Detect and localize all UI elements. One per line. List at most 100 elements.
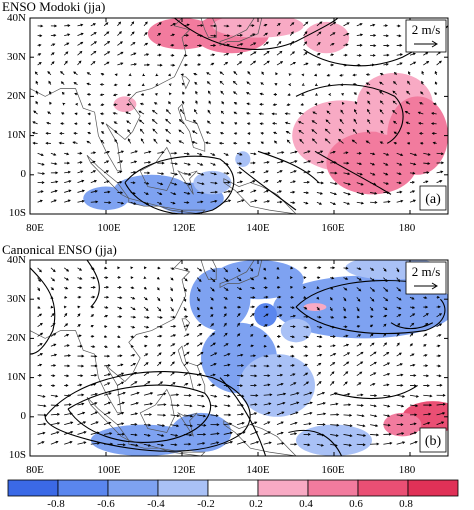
wind-vector-head xyxy=(253,60,257,64)
coastline xyxy=(30,260,191,414)
wind-vector xyxy=(290,422,298,426)
wind-vector xyxy=(157,172,164,175)
wind-vector-head xyxy=(254,199,258,203)
wind-vector-head xyxy=(311,138,315,142)
wind-vector xyxy=(396,296,402,301)
wind-vector-head xyxy=(281,442,285,445)
wind-vector-head xyxy=(160,381,164,385)
wind-vector-head xyxy=(134,150,138,154)
wind-vector xyxy=(343,434,352,437)
wind-vector-head xyxy=(318,362,322,366)
wind-vector-head xyxy=(147,381,151,384)
wind-vector xyxy=(90,421,99,426)
wind-vector-head xyxy=(358,334,362,337)
wind-vector-head xyxy=(332,32,336,35)
panel-tag-box xyxy=(419,185,447,211)
wind-vector xyxy=(316,381,322,386)
wind-vector-head xyxy=(367,118,370,122)
wind-vector-head xyxy=(53,364,57,367)
colorbar-swatch xyxy=(7,479,59,497)
wind-vector-head xyxy=(239,287,243,290)
wind-vector-head xyxy=(146,325,150,329)
wind-vector xyxy=(316,413,326,416)
wind-vector-head xyxy=(228,413,232,417)
wind-vector-head xyxy=(132,353,136,357)
wind-vector-head xyxy=(399,53,403,56)
wind-vector xyxy=(316,21,322,27)
wind-vector xyxy=(250,441,259,445)
colorbar-swatch xyxy=(257,479,309,497)
wind-vector-head xyxy=(40,24,44,28)
wind-vector-head xyxy=(224,297,228,300)
wind-vector-head xyxy=(183,308,187,312)
wind-vector-head xyxy=(423,344,427,347)
wind-vector-head xyxy=(132,325,136,329)
wind-vector-head xyxy=(273,93,277,96)
wind-vector xyxy=(330,353,336,357)
wind-vector xyxy=(276,393,286,396)
wind-vector xyxy=(130,381,137,386)
wind-vector-head xyxy=(92,285,96,289)
wind-vector xyxy=(50,343,56,347)
wind-vector-head xyxy=(293,61,296,65)
wind-vector-head xyxy=(155,73,159,77)
wind-vector-head xyxy=(399,62,403,66)
wind-vector-head xyxy=(317,42,321,45)
wind-vector-head xyxy=(363,434,367,437)
wind-vector-head xyxy=(319,21,323,25)
wind-vector-head xyxy=(65,384,69,387)
wind-vector-head xyxy=(199,362,203,365)
wind-vector xyxy=(157,424,165,427)
wind-vector-head xyxy=(94,411,98,415)
wind-vector xyxy=(197,442,205,445)
wind-vector-head xyxy=(278,41,282,44)
wind-vector xyxy=(396,152,403,156)
wind-vector xyxy=(303,402,313,406)
wind-vector-head xyxy=(106,61,110,65)
wind-vector-head xyxy=(70,421,74,425)
wind-vector-head xyxy=(133,52,137,56)
wind-vector xyxy=(276,432,284,435)
wind-vector-head xyxy=(400,383,404,387)
wind-vector-head xyxy=(157,298,161,302)
wind-vector-head xyxy=(104,325,108,328)
wind-vector-head xyxy=(379,72,383,76)
wind-vector-head xyxy=(322,401,326,405)
wind-vector-head xyxy=(305,201,309,205)
wind-vector-head xyxy=(198,323,202,327)
wind-vector-head xyxy=(438,364,442,368)
coastline xyxy=(223,178,297,214)
wind-vector-head xyxy=(288,83,292,87)
wind-vector-head xyxy=(182,91,185,95)
wind-vector xyxy=(369,296,375,302)
wind-vector-head xyxy=(219,131,223,135)
wind-vector-head xyxy=(420,91,423,95)
wind-vector xyxy=(192,141,198,144)
wind-vector-head xyxy=(439,383,443,387)
wind-vector-head xyxy=(265,170,269,174)
wind-vector-head xyxy=(145,308,149,311)
wind-vector xyxy=(338,139,344,144)
wind-vector-head xyxy=(100,139,104,143)
wind-vector xyxy=(237,394,244,397)
wind-vector xyxy=(130,402,139,406)
wind-vector-head xyxy=(254,412,258,415)
wind-vector xyxy=(143,443,151,447)
panel-b-lon-label: 180 xyxy=(398,464,416,476)
wind-vector-head xyxy=(94,402,98,405)
wind-vector xyxy=(50,441,58,445)
wind-vector xyxy=(157,404,166,406)
wind-vector xyxy=(223,190,231,193)
wind-vector xyxy=(343,344,349,347)
wind-vector-head xyxy=(340,83,344,87)
wind-vector xyxy=(170,371,175,376)
coastline xyxy=(200,260,217,280)
wind-vector-head xyxy=(62,102,66,106)
wind-vector-head xyxy=(134,371,137,375)
wind-vector-head xyxy=(392,90,396,94)
wind-vector-head xyxy=(269,393,273,397)
wind-vector-head xyxy=(216,423,220,427)
wind-vector xyxy=(223,394,230,398)
wind-vector-head xyxy=(308,160,312,163)
wind-vector xyxy=(152,110,158,115)
